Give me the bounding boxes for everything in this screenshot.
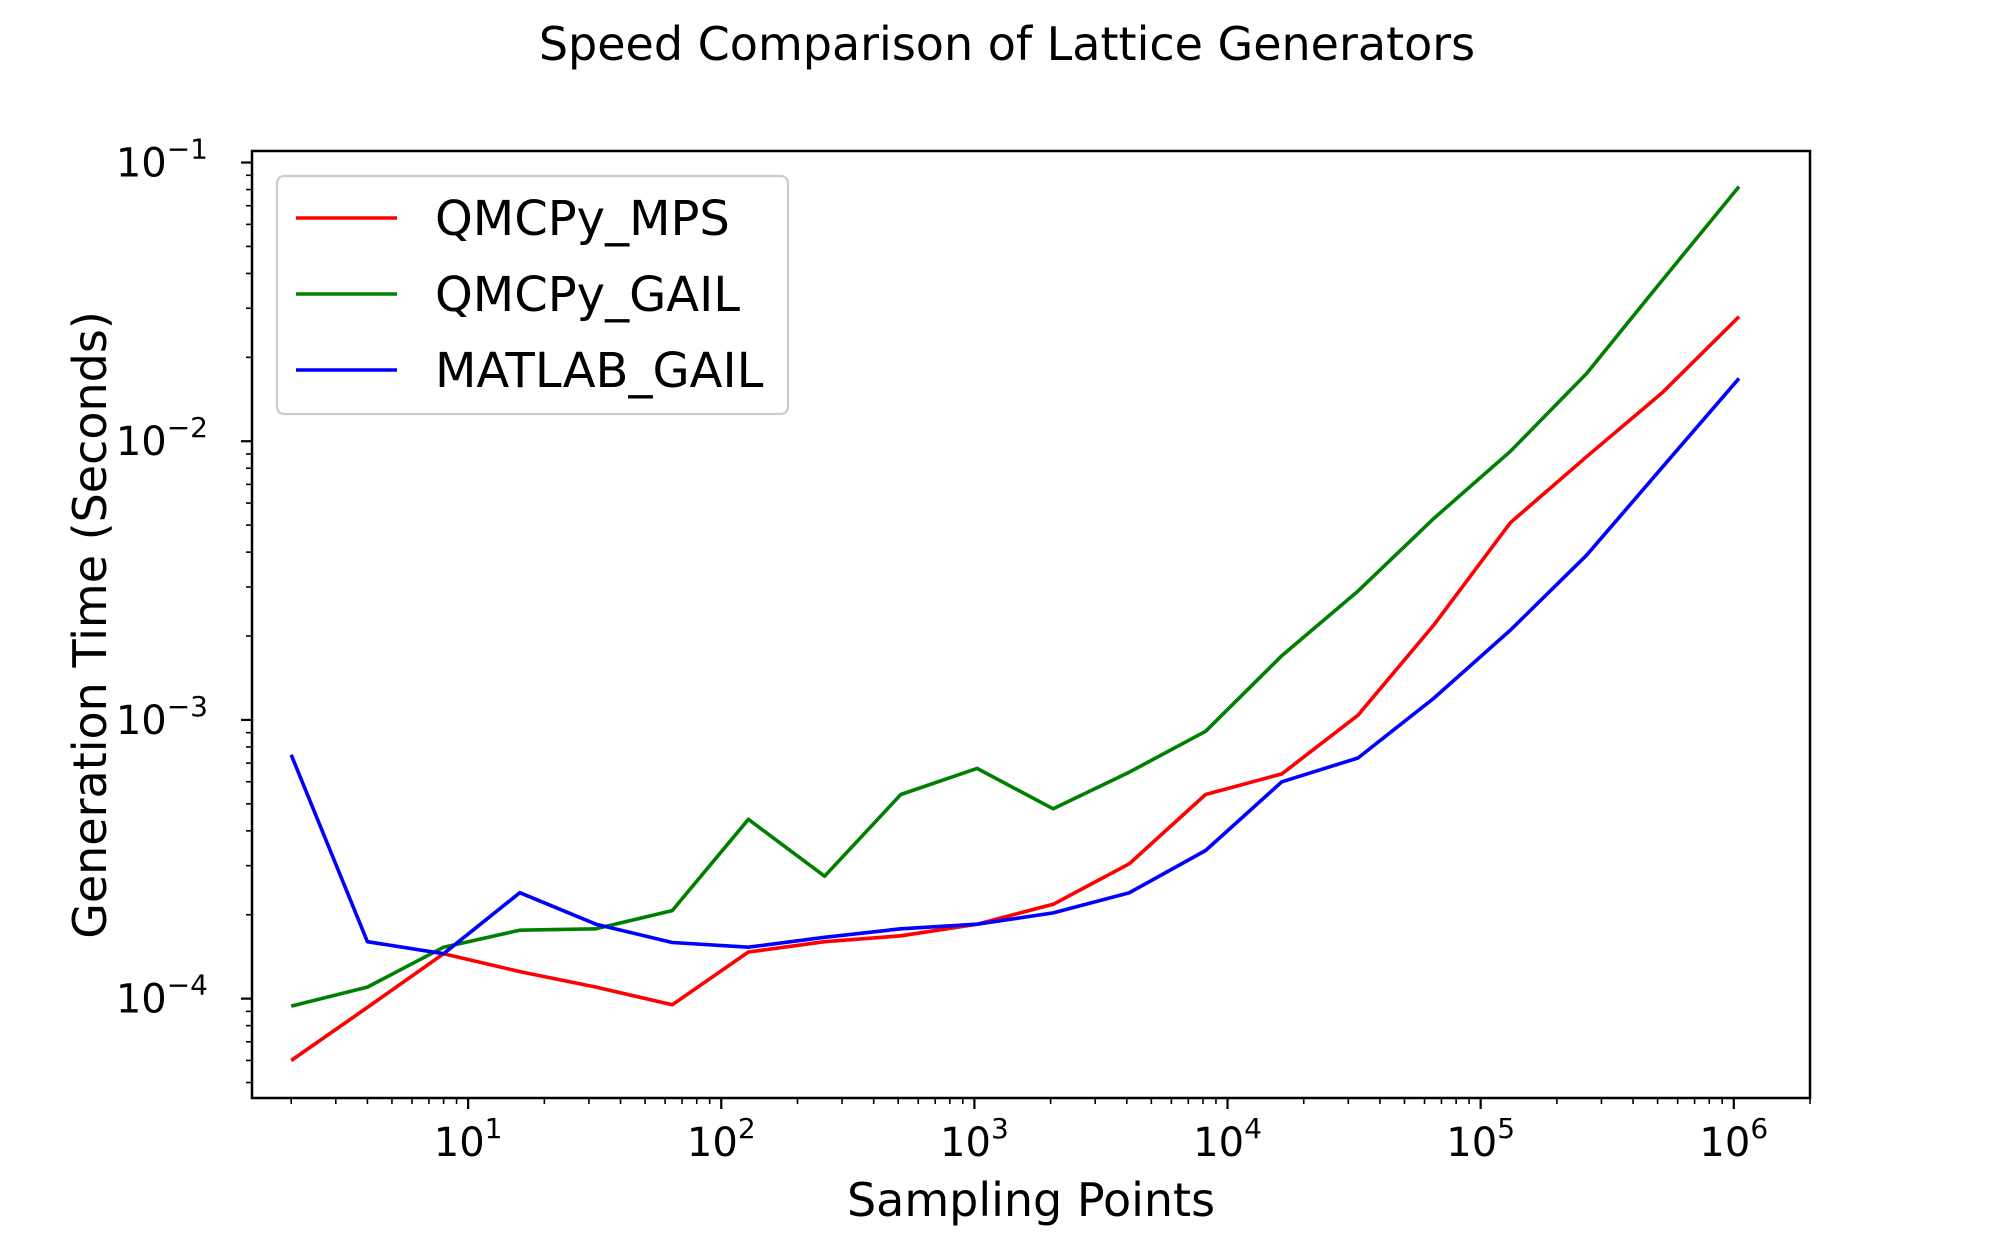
y-tick-label: 10−4 [116,969,208,1023]
x-tick-label: 105 [1446,1112,1515,1166]
x-axis: 101 102 103 104 105 106 [290,1098,1811,1166]
series-line-matlab-gail [289,377,1741,956]
series-line-qmcpy-mps [290,315,1741,1062]
legend-label: QMCPy_MPS [435,191,730,247]
legend-box [275,174,790,416]
y-axis-label: Generation Time (Seconds) [63,311,117,939]
y-tick-label: 10−2 [116,411,208,465]
y-tick-label: 10−1 [116,133,208,187]
series-lines [289,185,1741,1062]
x-tick-label: 106 [1699,1112,1768,1166]
x-axis-label: Sampling Points [847,1173,1215,1227]
x-tick-label: 101 [434,1112,503,1166]
legend-label: MATLAB_GAIL [435,343,764,399]
series-line-qmcpy-gail [290,185,1741,1008]
x-tick-label: 104 [1193,1112,1262,1166]
x-tick-label: 102 [687,1112,756,1166]
x-tick-label: 103 [940,1112,1009,1166]
legend-label: QMCPy_GAIL [435,267,740,323]
legend: QMCPy_MPS QMCPy_GAIL MATLAB_GAIL [275,174,790,416]
chart-title: Speed Comparison of Lattice Generators [539,17,1475,71]
y-axis: 10−4 10−3 10−2 10−1 [116,133,252,1084]
y-tick-label: 10−3 [116,690,208,744]
